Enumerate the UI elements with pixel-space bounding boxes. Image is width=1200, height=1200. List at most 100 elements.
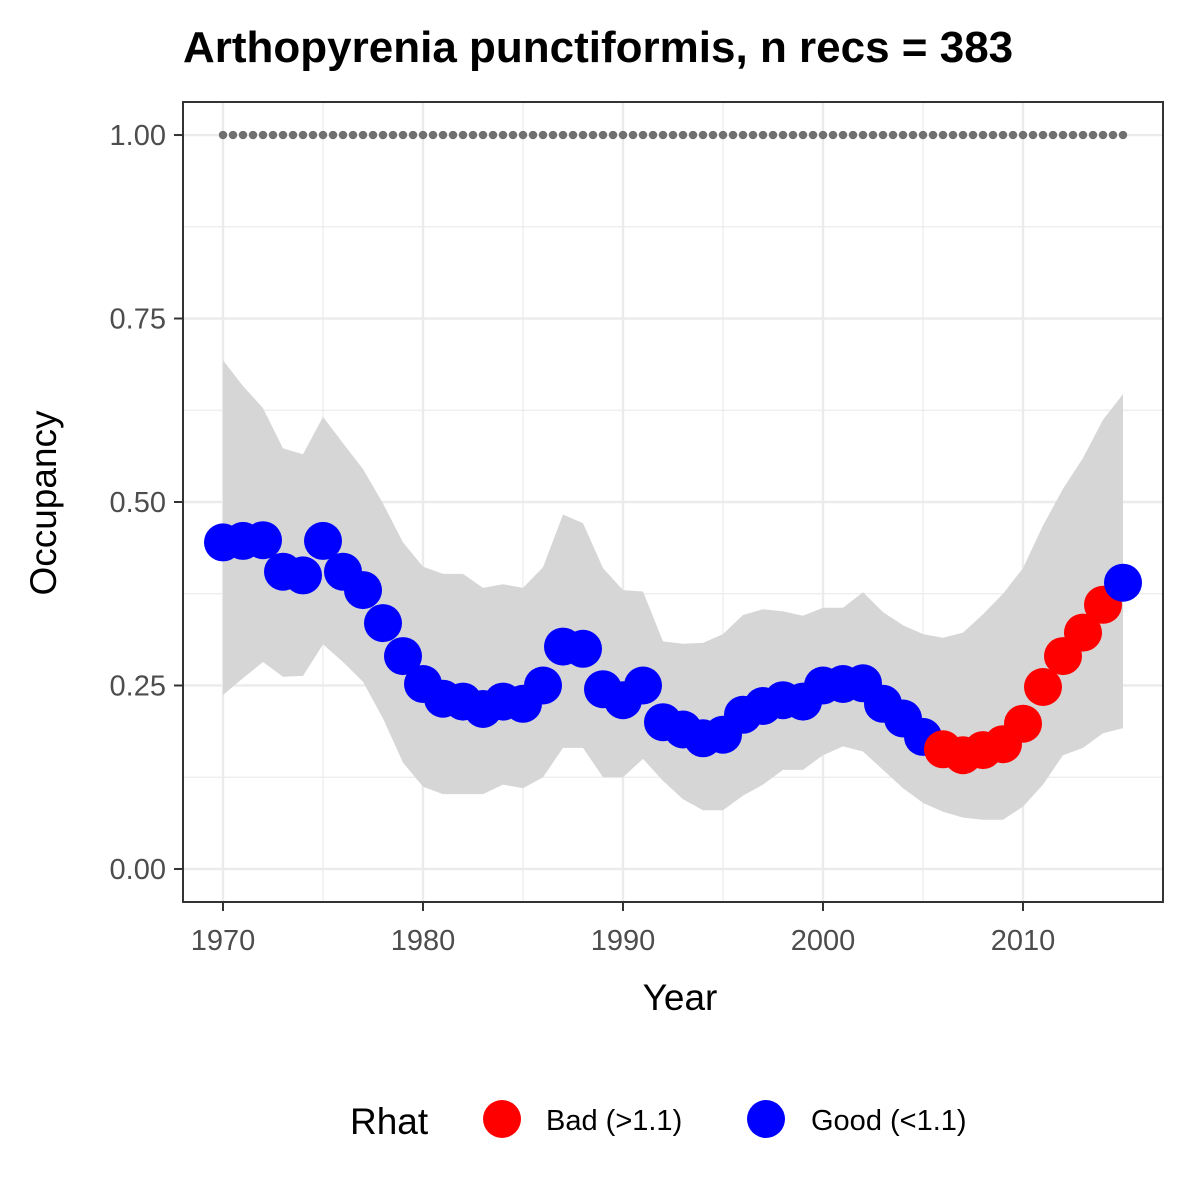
reference-dot [658,130,668,140]
occupancy-point-1977 [344,571,382,610]
legend-title: Rhat [350,1101,429,1142]
x-tick-label: 2010 [991,925,1056,957]
reference-dot [728,130,738,140]
occupancy-point-1979 [384,637,422,676]
reference-dot [568,130,578,140]
legend: Rhat Bad (>1.1) Good (<1.1) [350,1100,967,1142]
x-tick-label: 1980 [391,925,456,957]
y-axis: 0.00 0.25 0.50 0.75 1.00 [110,120,183,886]
reference-dot [588,130,598,140]
reference-dot [828,130,838,140]
reference-dot [638,130,648,140]
reference-dot [798,130,808,140]
reference-dot [928,130,938,140]
reference-dot [808,130,818,140]
x-axis: 1970 1980 1990 2000 2010 [191,902,1056,957]
reference-dot [438,130,448,140]
reference-dot [838,130,848,140]
reference-dot [1058,130,1068,140]
reference-dot [478,130,488,140]
reference-dot [238,130,248,140]
reference-dot [498,130,508,140]
reference-dot [938,130,948,140]
y-tick-label: 0.75 [110,304,166,336]
reference-dot [788,130,798,140]
reference-dot [738,130,748,140]
reference-dot [698,130,708,140]
reference-dot [428,130,438,140]
chart-title: Arthopyrenia punctiformis, n recs = 383 [183,23,1013,72]
reference-dot [688,130,698,140]
reference-dot [308,130,318,140]
occupancy-point-1974 [284,556,322,595]
legend-label-good: Good (<1.1) [811,1105,967,1137]
reference-dot [968,130,978,140]
reference-dot [508,130,518,140]
reference-dot [958,130,968,140]
legend-key-bad [483,1100,521,1138]
reference-dot [598,130,608,140]
reference-dot [708,130,718,140]
reference-dot [468,130,478,140]
occupancy-point-1972 [244,521,282,560]
reference-dot [298,130,308,140]
occupancy-point-1988 [564,629,602,668]
reference-dot [778,130,788,140]
reference-dot [578,130,588,140]
reference-dot [278,130,288,140]
reference-dot [1048,130,1058,140]
y-tick-label: 1.00 [110,120,166,152]
reference-dot [608,130,618,140]
reference-dot [558,130,568,140]
occupancy-points [204,521,1142,775]
reference-dot [358,130,368,140]
reference-dot [218,130,228,140]
reference-dot [1078,130,1088,140]
reference-dot [818,130,828,140]
x-tick-label: 1970 [191,925,256,957]
reference-dot [918,130,928,140]
reference-dot [488,130,498,140]
reference-dot [328,130,338,140]
reference-dot [1038,130,1048,140]
x-tick-label: 2000 [791,925,856,957]
reference-dot [858,130,868,140]
reference-dot [258,130,268,140]
occupancy-point-2011 [1024,668,1062,706]
occupancy-point-1986 [524,666,562,705]
reference-dot [888,130,898,140]
x-axis-title: Year [643,977,718,1018]
y-tick-label: 0.25 [110,670,166,702]
reference-dot [368,130,378,140]
reference-dot [718,130,728,140]
reference-dot [388,130,398,140]
reference-dot [758,130,768,140]
reference-dot [1008,130,1018,140]
reference-dot [1118,130,1128,140]
reference-dot [398,130,408,140]
reference-dot [268,130,278,140]
reference-dot [948,130,958,140]
occupancy-point-2010 [1004,704,1042,743]
reference-dot [1068,130,1078,140]
legend-label-bad: Bad (>1.1) [546,1105,682,1137]
y-tick-label: 0.00 [110,854,166,886]
reference-dot [1108,130,1118,140]
reference-dot [848,130,858,140]
x-tick-label: 1990 [591,925,656,957]
reference-dot [628,130,638,140]
reference-dot [248,130,258,140]
reference-dot [458,130,468,140]
reference-dot [998,130,1008,140]
reference-dot [1088,130,1098,140]
reference-dot [288,130,298,140]
reference-dot [408,130,418,140]
reference-dot [678,130,688,140]
reference-dot [898,130,908,140]
reference-dot [548,130,558,140]
reference-line-dots [218,130,1128,140]
occupancy-point-1991 [624,666,662,705]
reference-dot [228,130,238,140]
reference-dot [378,130,388,140]
